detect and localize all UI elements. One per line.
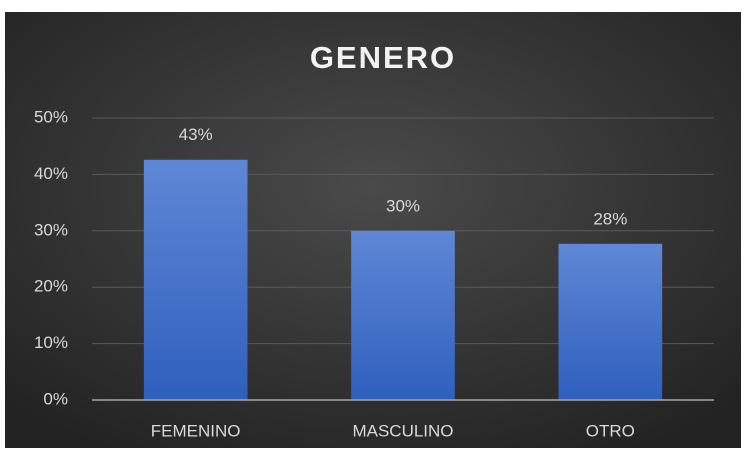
y-tick-label: 40% (34, 164, 68, 183)
y-tick-label: 30% (34, 220, 68, 239)
y-tick-label: 10% (34, 333, 68, 352)
data-label: 43% (179, 125, 213, 144)
y-tick-label: 50% (34, 107, 68, 126)
data-label: 30% (386, 196, 420, 215)
x-tick-label: FEMENINO (151, 421, 241, 440)
bar (558, 243, 663, 400)
chart-title: GENERO (310, 40, 456, 75)
y-tick-label: 0% (43, 389, 68, 408)
bar (143, 159, 248, 400)
y-tick-label: 20% (34, 277, 68, 296)
data-label: 28% (593, 209, 627, 228)
bar (351, 230, 455, 400)
x-tick-label: MASCULINO (352, 421, 453, 440)
x-tick-label: OTRO (586, 421, 635, 440)
